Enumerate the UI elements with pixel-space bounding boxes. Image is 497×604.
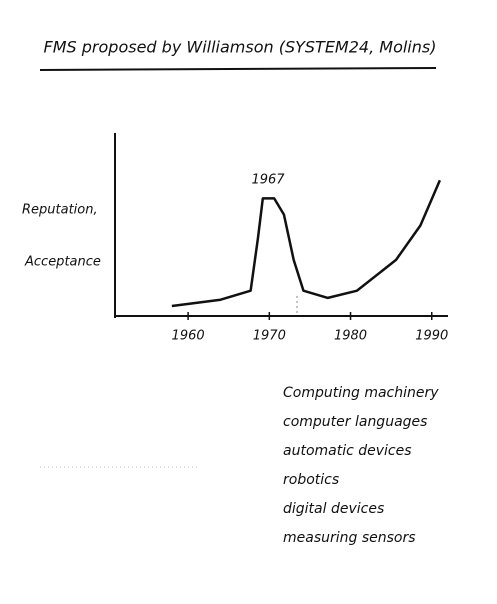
title-underline	[39, 67, 437, 71]
note: digital devices	[283, 501, 384, 517]
y-axis-label: Acceptance	[24, 255, 101, 270]
note: automatic devices	[283, 443, 412, 459]
note: computer languages	[283, 414, 427, 430]
x-tick-label: 1960	[172, 329, 205, 344]
annotation: 1967	[251, 173, 285, 188]
y-axis-label: Reputation,	[22, 203, 98, 218]
line-series	[171, 179, 442, 308]
note: Computing machinery	[283, 385, 439, 401]
x-tick-label: 1970	[253, 329, 286, 344]
note: robotics	[283, 472, 339, 488]
x-tick-label: 1990	[415, 329, 448, 344]
chart-title: FMS proposed by Williamson (SYSTEM24, Mo…	[44, 38, 437, 57]
x-tick-label: 1980	[334, 329, 367, 344]
note: measuring sensors	[283, 530, 416, 546]
